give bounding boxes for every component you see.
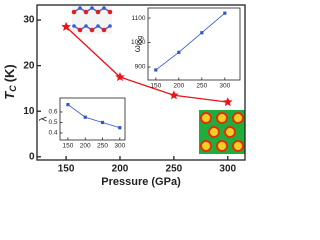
data-point: [100, 120, 105, 125]
data-point: [200, 31, 204, 35]
x-tick-label: 300: [219, 83, 230, 90]
data-point: [223, 11, 227, 15]
inset-y-label-sub: log: [137, 36, 144, 45]
y-tick-label: 30: [23, 15, 35, 26]
y-tick-label: 1100: [132, 15, 146, 22]
data-line: [65, 26, 228, 103]
data-line: [67, 104, 120, 129]
plot-frame: [36, 4, 246, 161]
y-tick-label: 0: [29, 151, 35, 162]
inset-y-label-main: ω: [132, 45, 142, 52]
x-axis-label: Pressure (GPa): [101, 176, 181, 188]
data-point: [169, 90, 179, 100]
elf-map: [199, 110, 245, 154]
y-tick-label: 1000: [131, 39, 146, 46]
x-tick-label: 150: [58, 164, 75, 175]
x-tick-label: 200: [112, 164, 129, 175]
y-axis-label-main: T: [2, 91, 17, 100]
y-tick-label: 0.6: [48, 109, 57, 116]
y-tick-label: 10: [23, 106, 35, 117]
x-tick-label: 250: [97, 143, 108, 150]
y-tick-label: 900: [135, 64, 146, 71]
y-tick-label: 20: [23, 60, 35, 71]
x-tick-label: 250: [196, 83, 207, 90]
data-point: [83, 115, 87, 119]
y-axis-label-unit: (K): [2, 64, 17, 82]
y-axis-label-sub: C: [8, 85, 18, 92]
inset-y-label: λ: [39, 117, 50, 122]
inset-y-label: ωlog: [132, 36, 143, 52]
y-tick-label: 0.4: [48, 130, 57, 137]
x-tick-label: 200: [80, 143, 91, 150]
data-point: [177, 50, 181, 54]
data-point: [61, 21, 71, 31]
y-axis-label: TC (K): [2, 64, 18, 100]
data-point: [66, 103, 70, 107]
inset-background: [60, 98, 125, 140]
data-point: [154, 68, 158, 72]
chart: 150 200 250 300 0 10 20 30 150 200 250 300 900 1000 11…: [2, 4, 246, 188]
x-tick-label: 300: [114, 143, 125, 150]
x-tick-label: 150: [63, 143, 74, 150]
data-point: [115, 72, 125, 82]
x-tick-label: 250: [166, 164, 183, 175]
x-tick-label: 300: [219, 164, 236, 175]
data-point: [118, 126, 122, 130]
data-point: [223, 97, 233, 107]
x-tick-label: 150: [150, 83, 161, 90]
y-tick-label: 0.5: [48, 119, 57, 126]
crystal-structure: [71, 6, 113, 34]
data-line: [155, 12, 226, 71]
inset-background: [148, 8, 240, 80]
plot-frame: [59, 97, 126, 141]
x-tick-label: 200: [173, 83, 184, 90]
plot-frame: [147, 7, 241, 81]
